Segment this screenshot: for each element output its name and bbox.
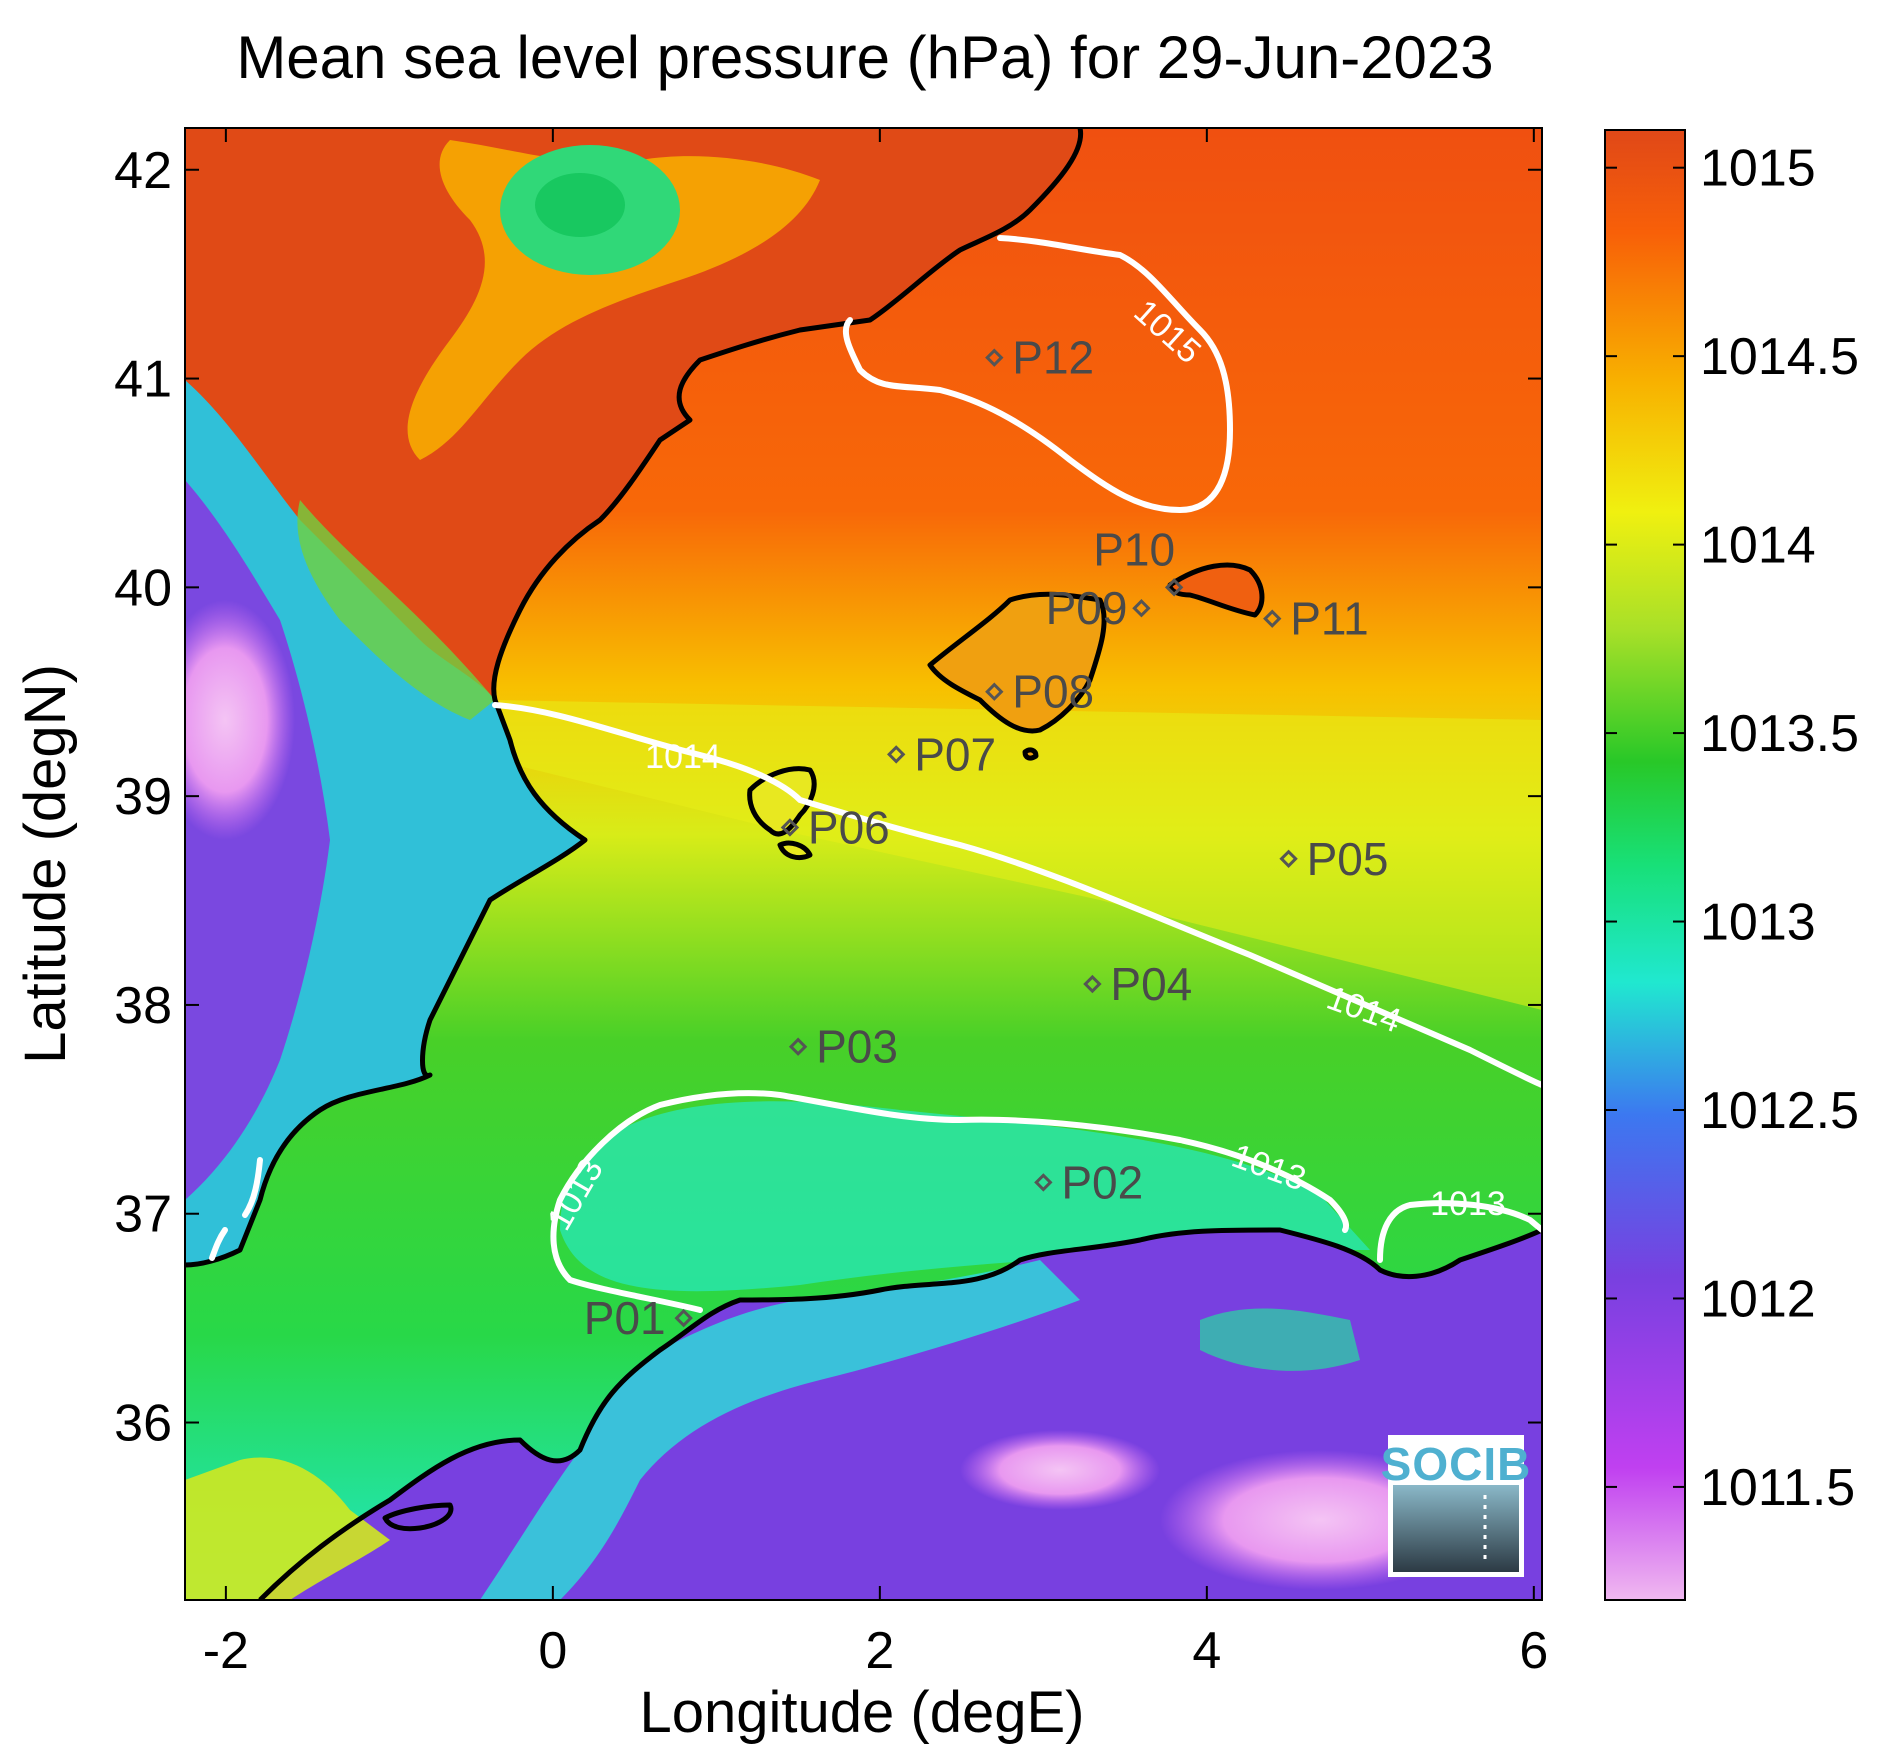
station-markers: P01 P02 P03 P04 P05 P06 P07 P08 P09 P10 P11 P12 (584, 332, 1389, 1344)
station-marker-p05 (1279, 849, 1298, 868)
station-marker-p04 (1083, 974, 1102, 994)
colorbar-tick-label: 1012 (1700, 1270, 1816, 1328)
coastline-menorca (1167, 562, 1265, 618)
station-marker-p06 (780, 818, 800, 837)
y-tick-label: 37 (114, 1186, 172, 1244)
coastline-cabrera (1022, 747, 1039, 761)
y-tick-label: 41 (114, 351, 172, 409)
contour-1013-east (1377, 1200, 1542, 1263)
y-axis: 42 41 40 39 38 37 36 (114, 142, 1542, 1453)
coastline-ibiza (747, 766, 817, 837)
x-tick-label: -2 (203, 1622, 249, 1680)
y-tick-label: 36 (114, 1395, 172, 1453)
landmass-southwest-corner (185, 1457, 390, 1600)
contour-1013-central (550, 1090, 1350, 1313)
contour-1013-west (209, 1157, 263, 1261)
station-label-p05: P05 (1307, 833, 1389, 885)
x-axis: -2 0 2 4 6 (203, 128, 1548, 1680)
colorbar-tick-label: 1014.5 (1700, 328, 1859, 386)
station-label-p10: P10 (1093, 523, 1175, 575)
colorbar-tick-label: 1012.5 (1700, 1082, 1859, 1140)
station-label-p04: P04 (1110, 958, 1192, 1010)
station-label-p06: P06 (808, 801, 890, 853)
terrain-africa-blue (480, 1260, 1080, 1600)
coastline-iberia (185, 128, 1084, 1268)
station-label-p09: P09 (1046, 582, 1128, 634)
station-marker-p03 (788, 1037, 808, 1056)
colorbar-tick-label: 1011.5 (1700, 1459, 1855, 1517)
station-marker-p09 (1132, 599, 1151, 618)
coastline-mallorca (927, 591, 1107, 734)
x-tick-label: 6 (1519, 1622, 1548, 1680)
colorbar-tick-label: 1013.5 (1700, 705, 1859, 763)
colorbar (1604, 129, 1686, 1601)
station-marker-p07 (887, 745, 906, 764)
colorbar-tick-label: 1013 (1700, 894, 1816, 952)
terrain-green-core (535, 173, 625, 237)
contour-label-1014-west: 1014 (645, 738, 721, 776)
y-tick-label: 39 (114, 768, 172, 826)
station-label-p11: P11 (1290, 593, 1368, 645)
station-label-p02: P02 (1061, 1156, 1143, 1208)
coastline-formentera (777, 840, 813, 860)
coastline-africa (258, 1227, 1542, 1600)
coastlines (185, 128, 1542, 1600)
contour-label-1013-east: 1013 (1430, 1185, 1506, 1223)
y-axis-label: Latitude (degN) (13, 664, 78, 1064)
station-marker-p10 (1164, 578, 1184, 597)
x-tick-label: 0 (538, 1622, 567, 1680)
map-plot-area: 1015 1014 1014 1013 1013 1013 P01P02P03P… (185, 128, 1542, 1600)
station-label-p08: P08 (1012, 666, 1094, 718)
coastline-alboran (382, 1502, 454, 1532)
y-tick-label: 40 (114, 559, 172, 617)
station-marker-p01 (674, 1308, 693, 1328)
station-marker-p08 (985, 682, 1004, 701)
pressure-contours (209, 235, 1542, 1313)
terrain-africa-teal (1200, 1308, 1360, 1371)
y-tick-label: 38 (114, 977, 172, 1035)
colorbar-tick-label: 1015 (1700, 140, 1816, 198)
station-marker-p12 (985, 348, 1004, 367)
colorbar-ticks: 1015 1014.5 1014 1013.5 1013 1012.5 1012 1011.5 (1605, 140, 1859, 1517)
x-axis-label: Longitude (degE) (640, 1680, 1085, 1745)
station-label-p03: P03 (816, 1021, 898, 1073)
colorbar-tick-label: 1014 (1700, 517, 1816, 575)
socib-logo: SOCIB (1381, 1435, 1532, 1577)
plot-frame (184, 127, 1543, 1601)
terrain-magenta-peak (185, 600, 295, 840)
station-label-p07: P07 (914, 728, 996, 780)
x-tick-label: 4 (1192, 1622, 1221, 1680)
pressure-band-yellow (495, 700, 1542, 1010)
chart-title: Mean sea level pressure (hPa) for 29-Jun… (236, 24, 1493, 91)
station-marker-p02 (1034, 1173, 1053, 1192)
contour-1014-north (492, 702, 1542, 1088)
socib-logo-text: SOCIB (1381, 1438, 1532, 1490)
y-tick-label: 42 (114, 142, 172, 200)
station-label-p12: P12 (1012, 332, 1094, 384)
terrain-green-fringe (297, 500, 495, 720)
terrain-africa-pink-2 (960, 1430, 1160, 1510)
contour-1015 (842, 235, 1234, 514)
station-label-p01: P01 (584, 1292, 666, 1344)
station-marker-p11 (1263, 609, 1282, 628)
x-tick-label: 2 (865, 1622, 894, 1680)
